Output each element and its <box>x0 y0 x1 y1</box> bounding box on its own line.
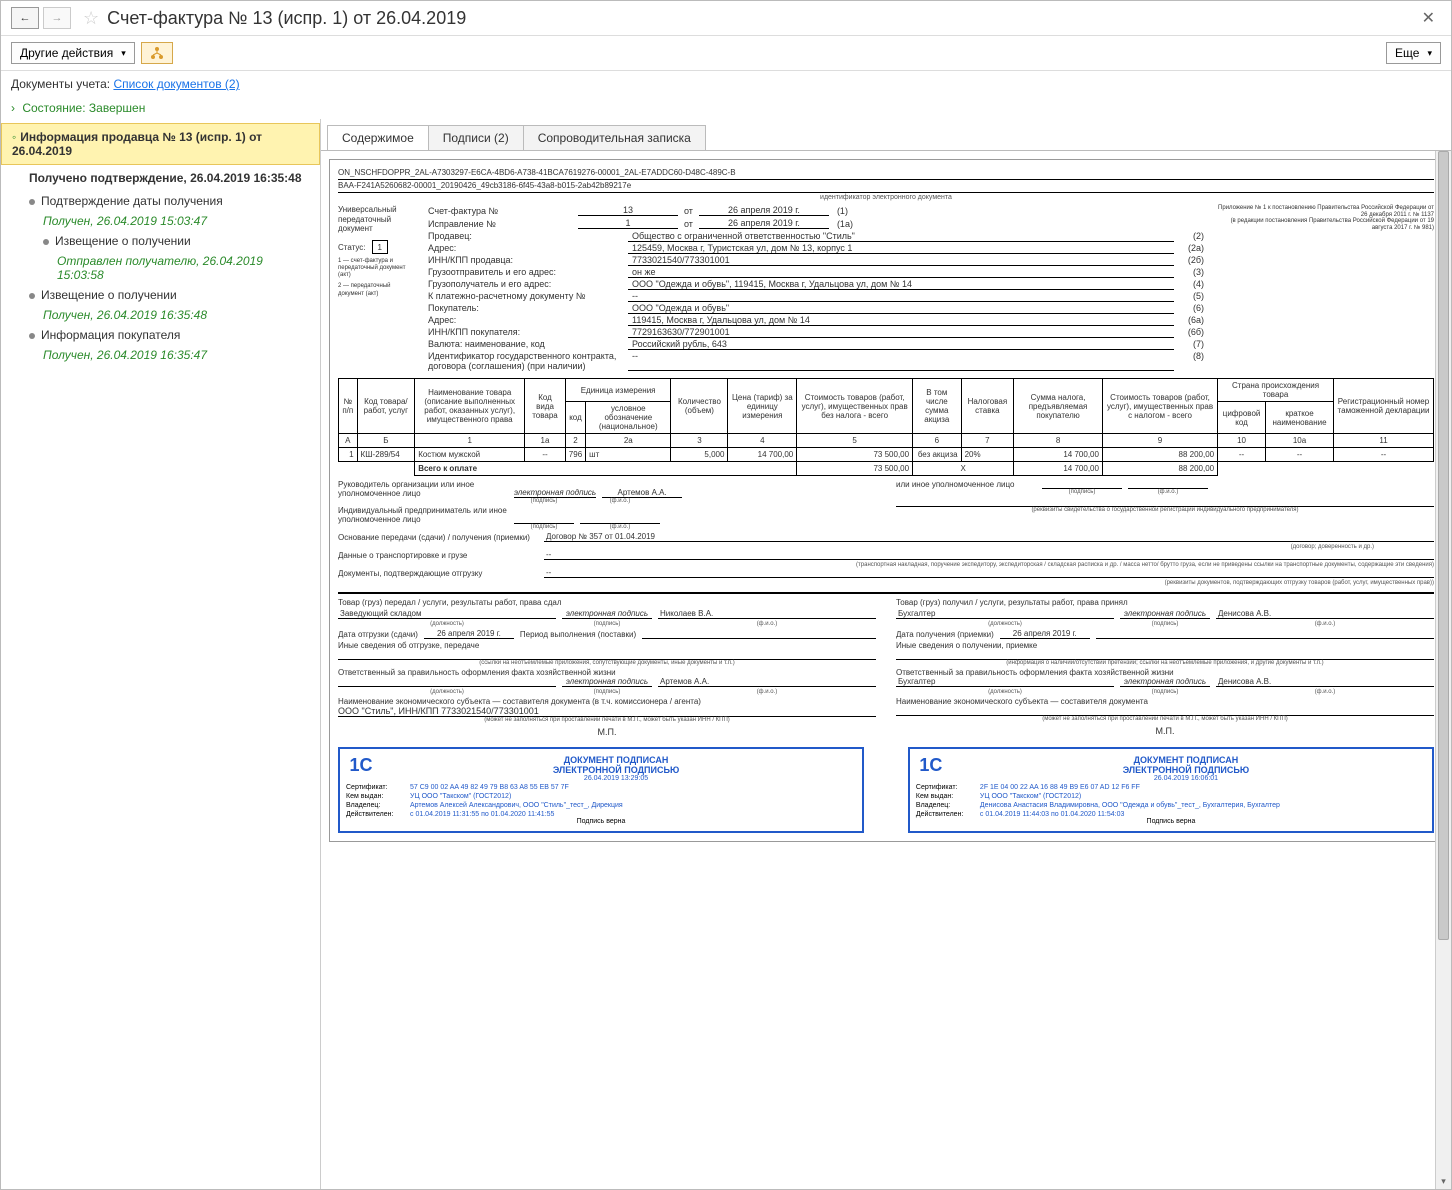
field-row: К платежно-расчетному документу №--(5) <box>428 291 1204 302</box>
state-label: Состояние: <box>22 101 85 115</box>
total-row: Всего к оплате 73 500,00 Х 14 700,00 88 … <box>339 462 1434 476</box>
app-window: ← → ☆ Счет-фактура № 13 (испр. 1) от 26.… <box>0 0 1452 1190</box>
sidebar-item[interactable]: Получен, 26.04.2019 16:35:48 <box>1 305 320 325</box>
signatures: Руководитель организации или иное уполно… <box>338 480 1434 530</box>
forward-button[interactable]: → <box>43 7 71 29</box>
expand-icon: › <box>11 101 15 115</box>
sidebar-header[interactable]: ◦Информация продавца № 13 (испр. 1) от 2… <box>1 123 320 165</box>
items-table: № п/п Код товара/ работ, услуг Наименова… <box>338 378 1434 476</box>
scroll-down-icon[interactable]: ▾ <box>1436 1173 1451 1189</box>
doc-list-link[interactable]: Список документов (2) <box>113 77 239 91</box>
field-row: Покупатель:ООО "Одежда и обувь"(6) <box>428 303 1204 314</box>
sidebar-item[interactable]: Получен, 26.04.2019 16:35:47 <box>1 345 320 365</box>
sidebar-item[interactable]: Информация покупателя <box>1 325 320 345</box>
field-row: Грузоотправитель и его адрес:он же(3) <box>428 267 1204 278</box>
more-button[interactable]: Еще <box>1386 42 1441 64</box>
other-actions-button[interactable]: Другие действия <box>11 42 135 64</box>
file-id-label: идентификатор электронного документа <box>338 194 1434 201</box>
sidebar-item[interactable]: Отправлен получателю, 26.04.2019 15:03:5… <box>1 251 320 285</box>
stamps: 1C ДОКУМЕНТ ПОДПИСАН ЭЛЕКТРОННОЙ ПОДПИСЬ… <box>338 747 1434 833</box>
hdr-right: Приложение № 1 к постановлению Правитель… <box>1214 205 1434 372</box>
stamp-right: 1C ДОКУМЕНТ ПОДПИСАН ЭЛЕКТРОННОЙ ПОДПИСЬ… <box>908 747 1434 833</box>
file-id-2: BAA-F241A5260682-00001_20190426_49cb3186… <box>338 181 1434 193</box>
tab-signatures[interactable]: Подписи (2) <box>428 125 524 150</box>
bullet-icon <box>29 199 35 205</box>
scrollbar[interactable]: ▴ ▾ <box>1435 151 1451 1189</box>
sidebar-confirm: Получено подтверждение, 26.04.2019 16:35… <box>1 165 320 191</box>
document-viewport: ON_NSCHFDOPPR_2AL-A7303297-E6CA-4BD6-A73… <box>321 151 1451 1189</box>
main-content: ◦Информация продавца № 13 (испр. 1) от 2… <box>1 119 1451 1189</box>
bullet-icon <box>43 239 49 245</box>
state-value: Завершен <box>89 101 145 115</box>
sidebar-item[interactable]: Получен, 26.04.2019 15:03:47 <box>1 211 320 231</box>
sidebar-item[interactable]: Подтверждение даты получения <box>1 191 320 211</box>
tree-button[interactable] <box>141 42 173 64</box>
table-row: 1 КШ-289/54 Костюм мужской -- 796 шт 5,0… <box>339 448 1434 462</box>
sidebar-item[interactable]: Извещение о получении <box>1 285 320 305</box>
field-row: Валюта: наименование, кодРоссийский рубл… <box>428 339 1204 350</box>
tabs: Содержимое Подписи (2) Сопроводительная … <box>321 119 1451 151</box>
tab-content[interactable]: Содержимое <box>327 125 429 150</box>
field-row: ИНН/КПП покупателя:7729163630/772901001(… <box>428 327 1204 338</box>
titlebar: ← → ☆ Счет-фактура № 13 (испр. 1) от 26.… <box>1 1 1451 36</box>
bullet-icon <box>29 293 35 299</box>
right-transfer-col: Товар (груз) получил / услуги, результат… <box>896 598 1434 737</box>
left-transfer-col: Товар (груз) передал / услуги, результат… <box>338 598 876 737</box>
content-pane: Содержимое Подписи (2) Сопроводительная … <box>321 119 1451 1189</box>
close-button[interactable]: ✕ <box>1416 8 1441 28</box>
sidebar-item[interactable]: Извещение о получении <box>1 231 320 251</box>
transfer-columns: Товар (груз) передал / услуги, результат… <box>338 592 1434 737</box>
hdr-mid: Счет-фактура № 13 от 26 апреля 2019 г. (… <box>428 205 1204 372</box>
field-row: Грузополучатель и его адрес:ООО "Одежда … <box>428 279 1204 290</box>
field-row: Продавец:Общество с ограниченной ответст… <box>428 231 1204 242</box>
document-body: ON_NSCHFDOPPR_2AL-A7303297-E6CA-4BD6-A73… <box>329 159 1443 842</box>
state-row[interactable]: › Состояние: Завершен <box>1 97 1451 119</box>
sidebar: ◦Информация продавца № 13 (испр. 1) от 2… <box>1 119 321 1189</box>
stamp-left: 1C ДОКУМЕНТ ПОДПИСАН ЭЛЕКТРОННОЙ ПОДПИСЬ… <box>338 747 864 833</box>
doc-info-row: Документы учета: Список документов (2) <box>1 71 1451 97</box>
tab-note[interactable]: Сопроводительная записка <box>523 125 706 150</box>
favorite-icon[interactable]: ☆ <box>83 8 99 29</box>
status-box: 1 <box>372 240 388 254</box>
doc-info-label: Документы учета: <box>11 77 110 91</box>
field-row: ИНН/КПП продавца:7733021540/773301001(2б… <box>428 255 1204 266</box>
scroll-thumb[interactable] <box>1438 151 1449 940</box>
file-id-1: ON_NSCHFDOPPR_2AL-A7303297-E6CA-4BD6-A73… <box>338 168 1434 180</box>
window-title: Счет-фактура № 13 (испр. 1) от 26.04.201… <box>107 8 1415 29</box>
back-button[interactable]: ← <box>11 7 39 29</box>
field-row: Адрес:119415, Москва г, Удальцова ул, до… <box>428 315 1204 326</box>
field-row: Идентификатор государственного контракта… <box>428 351 1204 371</box>
hdr-left: Универсальный передаточный документ Стат… <box>338 205 418 372</box>
field-row: Адрес:125459, Москва г, Туристская ул, д… <box>428 243 1204 254</box>
toolbar: Другие действия Еще <box>1 36 1451 71</box>
bullet-icon <box>29 333 35 339</box>
